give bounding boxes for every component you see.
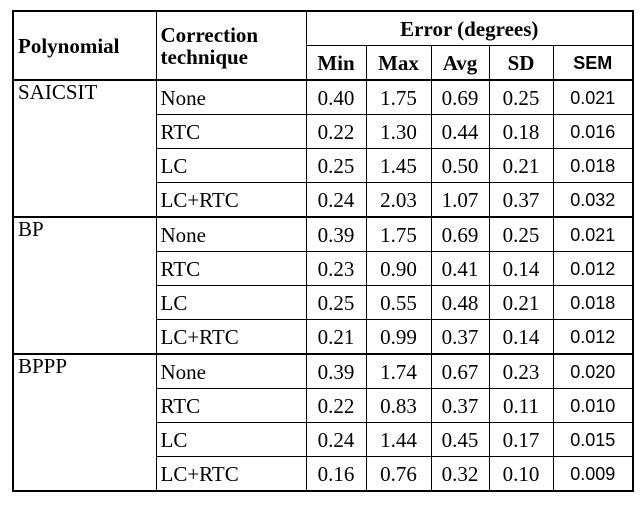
value-cell: 0.23 bbox=[488, 353, 554, 389]
table-row: RTC 0.22 1.30 0.44 0.18 0.016 bbox=[13, 114, 634, 149]
value-cell: 0.21 bbox=[305, 319, 367, 355]
value-cell: 0.32 bbox=[430, 456, 490, 492]
technique-cell: None bbox=[155, 216, 307, 252]
technique-cell: RTC bbox=[155, 251, 307, 286]
value-cell: 0.018 bbox=[552, 148, 634, 183]
value-cell: 0.50 bbox=[430, 148, 490, 183]
header-error: Error (degrees) bbox=[305, 10, 634, 46]
polynomial-cell: SAICSIT bbox=[12, 79, 157, 218]
table-row: LC 0.25 1.45 0.50 0.21 0.018 bbox=[13, 148, 634, 183]
table-row: BPPP None 0.39 1.74 0.67 0.23 0.020 bbox=[12, 353, 634, 492]
header-column: SD bbox=[488, 45, 554, 81]
value-cell: 0.17 bbox=[488, 422, 554, 457]
value-cell: 0.69 bbox=[430, 79, 490, 115]
table-row: SAICSIT None 0.40 1.75 0.69 0.25 0.021 bbox=[12, 79, 634, 218]
technique-cell: RTC bbox=[155, 114, 307, 149]
value-cell: 0.99 bbox=[365, 319, 432, 355]
value-cell: 2.03 bbox=[365, 182, 432, 218]
value-cell: 0.012 bbox=[552, 319, 634, 355]
value-cell: 0.25 bbox=[305, 148, 367, 183]
table-row: LC+RTC 0.24 2.03 1.07 0.37 0.032 bbox=[13, 182, 634, 218]
value-cell: 0.021 bbox=[552, 79, 634, 115]
technique-cell: LC bbox=[155, 148, 307, 183]
value-cell: 0.44 bbox=[430, 114, 490, 149]
value-cell: 0.21 bbox=[488, 285, 554, 320]
value-cell: 0.67 bbox=[430, 353, 490, 389]
table-row: LC+RTC 0.16 0.76 0.32 0.10 0.009 bbox=[13, 456, 634, 492]
value-cell: 1.74 bbox=[365, 353, 432, 389]
value-cell: 0.48 bbox=[430, 285, 490, 320]
value-cell: 0.55 bbox=[365, 285, 432, 320]
value-cell: 0.18 bbox=[488, 114, 554, 149]
technique-cell: None bbox=[155, 79, 307, 115]
table-row: LC+RTC 0.21 0.99 0.37 0.14 0.012 bbox=[13, 319, 634, 355]
value-cell: 1.75 bbox=[365, 216, 432, 252]
value-cell: 0.90 bbox=[365, 251, 432, 286]
value-cell: 0.83 bbox=[365, 388, 432, 423]
header-column: Min bbox=[305, 45, 367, 81]
value-cell: 0.032 bbox=[552, 182, 634, 218]
value-cell: 0.40 bbox=[305, 79, 367, 115]
value-cell: 0.009 bbox=[552, 456, 634, 492]
value-cell: 0.39 bbox=[305, 216, 367, 252]
technique-cell: None bbox=[155, 353, 307, 389]
value-cell: 0.24 bbox=[305, 182, 367, 218]
technique-cell: LC bbox=[155, 285, 307, 320]
value-cell: 1.07 bbox=[430, 182, 490, 218]
value-cell: 0.10 bbox=[488, 456, 554, 492]
value-cell: 0.021 bbox=[552, 216, 634, 252]
value-cell: 1.45 bbox=[365, 148, 432, 183]
technique-cell: LC+RTC bbox=[155, 456, 307, 492]
value-cell: 0.39 bbox=[305, 353, 367, 389]
value-cell: 1.44 bbox=[365, 422, 432, 457]
value-cell: 0.23 bbox=[305, 251, 367, 286]
polynomial-cell: BPPP bbox=[12, 353, 157, 492]
value-cell: 0.010 bbox=[552, 388, 634, 423]
value-cell: 0.012 bbox=[552, 251, 634, 286]
value-cell: 1.75 bbox=[365, 79, 432, 115]
value-cell: 0.14 bbox=[488, 251, 554, 286]
header-polynomial: Polynomial bbox=[12, 10, 157, 81]
value-cell: 0.76 bbox=[365, 456, 432, 492]
value-cell: 0.37 bbox=[488, 182, 554, 218]
value-cell: 0.020 bbox=[552, 353, 634, 389]
value-cell: 0.69 bbox=[430, 216, 490, 252]
value-cell: 1.30 bbox=[365, 114, 432, 149]
table-row: RTC 0.23 0.90 0.41 0.14 0.012 bbox=[13, 251, 634, 286]
technique-cell: LC+RTC bbox=[155, 319, 307, 355]
value-cell: 0.22 bbox=[305, 388, 367, 423]
value-cell: 0.21 bbox=[488, 148, 554, 183]
table-row: LC 0.24 1.44 0.45 0.17 0.015 bbox=[13, 422, 634, 457]
value-cell: 0.45 bbox=[430, 422, 490, 457]
value-cell: 0.015 bbox=[552, 422, 634, 457]
value-cell: 0.14 bbox=[488, 319, 554, 355]
value-cell: 0.41 bbox=[430, 251, 490, 286]
value-cell: 0.22 bbox=[305, 114, 367, 149]
value-cell: 0.11 bbox=[488, 388, 554, 423]
header-column: Avg bbox=[430, 45, 490, 81]
value-cell: 0.37 bbox=[430, 388, 490, 423]
value-cell: 0.16 bbox=[305, 456, 367, 492]
header-column: Max bbox=[365, 45, 432, 81]
value-cell: 0.018 bbox=[552, 285, 634, 320]
technique-cell: LC+RTC bbox=[155, 182, 307, 218]
value-cell: 0.25 bbox=[488, 216, 554, 252]
value-cell: 0.25 bbox=[305, 285, 367, 320]
header-correction: Correction technique bbox=[155, 10, 307, 81]
value-cell: 0.016 bbox=[552, 114, 634, 149]
table-row: BP None 0.39 1.75 0.69 0.25 0.021 bbox=[12, 216, 634, 355]
header-column: SEM bbox=[552, 45, 634, 81]
value-cell: 0.24 bbox=[305, 422, 367, 457]
value-cell: 0.37 bbox=[430, 319, 490, 355]
technique-cell: RTC bbox=[155, 388, 307, 423]
value-cell: 0.25 bbox=[488, 79, 554, 115]
technique-cell: LC bbox=[155, 422, 307, 457]
table-row: LC 0.25 0.55 0.48 0.21 0.018 bbox=[13, 285, 634, 320]
polynomial-cell: BP bbox=[12, 216, 157, 355]
error-table: Polynomial Correction technique Error (d… bbox=[12, 10, 635, 492]
